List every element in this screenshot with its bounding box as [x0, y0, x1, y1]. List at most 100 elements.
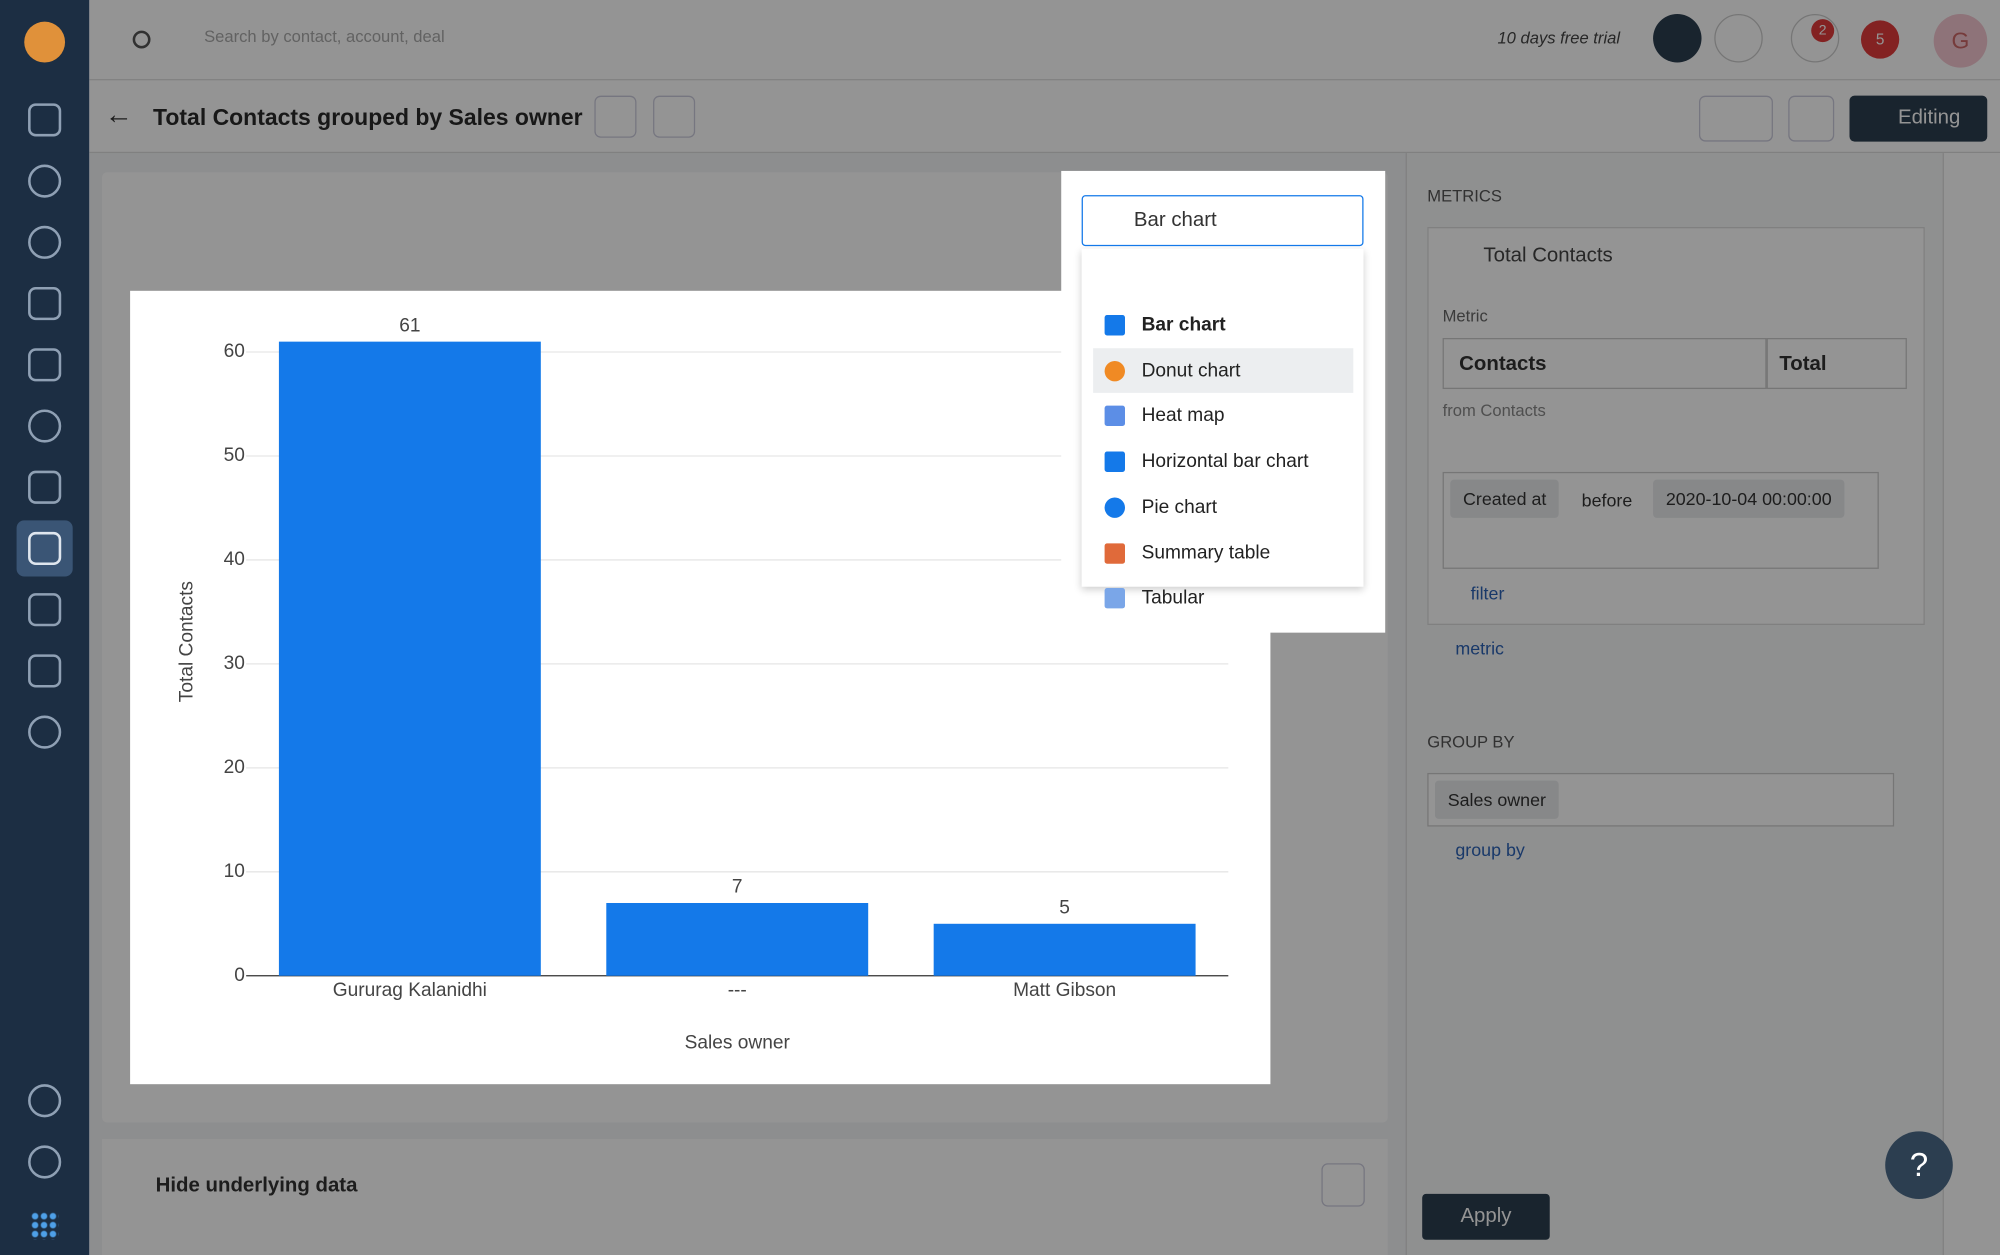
nav-goals[interactable]	[28, 409, 62, 443]
nav-products[interactable]	[28, 593, 62, 627]
date-button[interactable]	[1788, 95, 1835, 142]
nav-contacts[interactable]	[28, 164, 62, 198]
option-icon	[1104, 360, 1125, 381]
table-settings[interactable]	[1321, 1163, 1365, 1207]
nav-conversations[interactable]	[28, 348, 62, 382]
bar	[933, 923, 1196, 976]
add-filter[interactable]: filter	[1470, 582, 1505, 604]
y-axis-title: Total Contacts	[177, 581, 198, 702]
option-icon	[1104, 542, 1125, 564]
option-icon	[1104, 497, 1125, 518]
option-icon	[1104, 315, 1125, 336]
report-header: ← Total Contacts grouped by Sales owner …	[89, 80, 2000, 154]
value-label: 61	[399, 315, 420, 336]
aggregate-select[interactable]: Total	[1766, 338, 1907, 390]
nav-deals[interactable]	[28, 225, 62, 259]
group-by-heading: GROUP BY	[1427, 732, 1515, 752]
apply-button[interactable]: Apply	[1422, 1193, 1550, 1240]
x-tick-label: ---	[728, 980, 747, 1001]
option-label: Tabular	[1141, 586, 1205, 609]
search-icon[interactable]	[132, 30, 151, 49]
chart-type-option[interactable]: Heat map	[1093, 393, 1353, 438]
y-tick-label: 40	[224, 549, 245, 570]
y-tick-label: 0	[234, 965, 245, 986]
alerts-badge[interactable]: 5	[1860, 20, 1900, 59]
chart: 0 10 20 30 40 50 60 Total Contacts Sales owner Gu…	[177, 315, 1229, 1053]
filter-operator[interactable]: before	[1581, 489, 1633, 511]
chart-type-option[interactable]: Bar chart	[1093, 302, 1353, 347]
value-label: 7	[732, 877, 743, 898]
chart-type-option[interactable]: Summary table	[1093, 530, 1353, 575]
trial-text: 10 days free trial	[1497, 28, 1621, 48]
config-rail	[1942, 153, 2000, 1255]
bar	[278, 341, 541, 976]
config-panel: METRICS Total Contacts Metric Contacts T…	[1405, 153, 1943, 1255]
metrics-heading: METRICS	[1427, 186, 1502, 206]
nav-bots[interactable]	[28, 470, 62, 504]
metric-name[interactable]: Total Contacts	[1483, 244, 1613, 267]
option-icon	[1104, 406, 1125, 427]
option-label: Pie chart	[1141, 495, 1218, 518]
y-tick-label: 50	[224, 445, 245, 466]
metric-source: from Contacts	[1442, 400, 1546, 420]
option-label: Heat map	[1141, 404, 1225, 427]
filter-value[interactable]: 2020-10-04 00:00:00	[1653, 479, 1845, 518]
logo[interactable]	[24, 21, 66, 63]
search-input[interactable]: Search by contact, account, deal	[204, 26, 445, 46]
group-by-value[interactable]: Sales owner	[1434, 780, 1559, 819]
chart-type-option[interactable]: Donut chart	[1093, 347, 1354, 393]
app-switcher[interactable]	[30, 1211, 59, 1240]
editing-button[interactable]: Editing	[1849, 95, 1988, 142]
bar	[606, 902, 869, 976]
y-tick-label: 60	[224, 341, 245, 362]
x-tick-label: Matt Gibson	[1013, 980, 1116, 1001]
export-button[interactable]	[1698, 95, 1773, 142]
metric-select[interactable]: Contacts	[1442, 338, 1767, 390]
favorite-button[interactable]	[594, 95, 637, 138]
chart-type-option[interactable]: Horizontal bar chart	[1093, 439, 1353, 484]
chart-type-select[interactable]: Bar chart	[1081, 195, 1364, 247]
metric-card	[1427, 227, 1925, 625]
option-label: Bar chart	[1141, 313, 1226, 336]
side-nav	[0, 0, 90, 1255]
add-group-by[interactable]: group by	[1455, 839, 1525, 860]
add-button[interactable]	[1653, 14, 1702, 63]
nav-phone[interactable]	[28, 1084, 62, 1118]
nav-reports-active[interactable]	[16, 520, 73, 577]
option-icon	[1104, 588, 1125, 609]
top-bar: Search by contact, account, deal 10 days…	[89, 0, 2000, 81]
nav-calendar[interactable]	[28, 103, 62, 137]
x-tick-label: Gururag Kalanidhi	[333, 980, 487, 1001]
nav-analytics[interactable]	[28, 286, 62, 321]
option-label: Donut chart	[1141, 359, 1241, 381]
option-icon	[1104, 451, 1125, 473]
chart-type-option[interactable]: Pie chart	[1093, 484, 1353, 529]
nav-documents[interactable]	[28, 654, 62, 688]
report-title: Total Contacts grouped by Sales owner	[153, 104, 583, 131]
nav-settings[interactable]	[28, 715, 62, 749]
nav-reports[interactable]	[28, 531, 62, 566]
help-button[interactable]: ?	[1885, 1131, 1953, 1199]
option-label: Horizontal bar chart	[1141, 450, 1309, 473]
add-metric[interactable]: metric	[1455, 637, 1504, 659]
avatar[interactable]: G	[1933, 14, 1988, 68]
more-button[interactable]	[653, 95, 696, 138]
chart-type-menu	[1081, 248, 1364, 587]
value-label: 5	[1059, 898, 1070, 919]
filter-field[interactable]: Created at	[1450, 479, 1560, 518]
y-tick-label: 20	[224, 757, 245, 778]
mail-button[interactable]	[1714, 14, 1763, 63]
notification-badge: 2	[1811, 19, 1835, 43]
notifications-button[interactable]	[1790, 14, 1840, 63]
nav-chat[interactable]	[28, 1145, 62, 1179]
filter-box	[1442, 471, 1879, 569]
y-tick-label: 10	[224, 861, 245, 882]
option-label: Summary table	[1141, 541, 1271, 564]
underlying-toggle[interactable]: Hide underlying data	[155, 1174, 358, 1197]
back-button[interactable]: ←	[104, 98, 133, 131]
y-tick-label: 30	[224, 653, 245, 674]
x-axis-title: Sales owner	[685, 1032, 791, 1053]
chart-type-option[interactable]: Tabular	[1093, 575, 1353, 620]
underlying-data-card: Hide underlying data	[102, 1139, 1388, 1255]
